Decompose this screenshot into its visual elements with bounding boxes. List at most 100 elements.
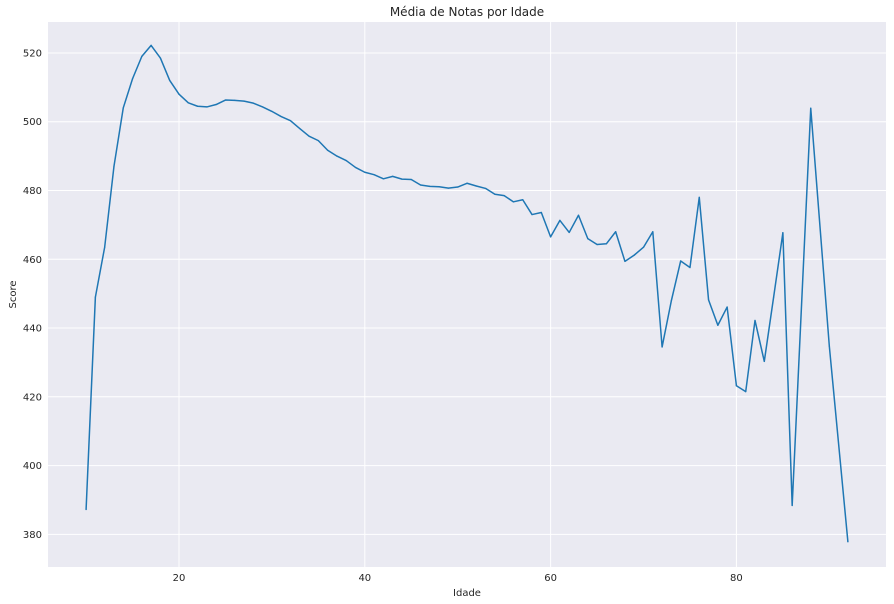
data-point [401, 178, 403, 180]
y-tick-label: 420 [23, 392, 42, 403]
data-point [577, 214, 580, 216]
data-point [234, 99, 236, 101]
data-point [141, 55, 143, 57]
data-point [568, 231, 570, 234]
data-point [289, 120, 292, 122]
data-point [113, 165, 115, 168]
data-point [187, 102, 189, 104]
data-point [698, 196, 700, 198]
data-point [94, 296, 96, 298]
data-point [317, 140, 319, 142]
data-point [457, 186, 459, 188]
data-point [271, 110, 273, 113]
data-point [707, 299, 710, 301]
tick-labels: 20 40 60 80 380 400 420 440 460 480 500 520 [23, 48, 743, 584]
data-point [503, 195, 505, 197]
data-point [559, 219, 561, 222]
data-point [661, 346, 663, 348]
data-point [596, 243, 598, 246]
data-point [206, 106, 208, 108]
data-point [364, 171, 366, 173]
data-point [419, 184, 422, 186]
data-point [215, 103, 217, 106]
y-tick-label: 400 [23, 461, 42, 472]
data-point [735, 385, 738, 387]
data-point [624, 260, 626, 262]
data-point [475, 185, 477, 187]
x-tick-label: 20 [173, 573, 186, 584]
data-point [828, 345, 830, 347]
data-point [122, 107, 124, 109]
grid [48, 22, 886, 567]
data-point [429, 185, 431, 187]
data-point [782, 232, 784, 234]
data-point [410, 178, 412, 181]
data-point [243, 100, 245, 102]
data-point [131, 78, 134, 80]
data-point [772, 296, 775, 299]
x-tick-label: 60 [544, 573, 557, 584]
data-point [540, 211, 542, 214]
y-tick-label: 500 [23, 117, 42, 128]
y-tick-label: 520 [23, 48, 42, 59]
data-point [652, 231, 654, 233]
data-point [345, 159, 347, 162]
data-point [392, 175, 394, 177]
y-tick-label: 380 [23, 530, 42, 541]
y-tick-label: 460 [23, 255, 42, 266]
data-point [169, 79, 171, 82]
data-point [308, 135, 310, 137]
y-tick-label: 480 [23, 186, 42, 197]
y-tick-label: 440 [23, 324, 42, 335]
data-point [336, 155, 338, 157]
data-point [159, 57, 162, 59]
data-point [196, 105, 199, 107]
data-point [354, 166, 357, 169]
data-point [178, 93, 180, 95]
data-point [150, 44, 152, 46]
data-point [605, 243, 607, 245]
data-point [680, 260, 682, 262]
data-point [447, 187, 450, 189]
data-point [373, 174, 375, 176]
data-point [633, 254, 635, 256]
data-point [587, 238, 589, 240]
data-point [745, 391, 747, 393]
data-point [522, 199, 524, 201]
data-point [466, 182, 468, 184]
data-point [791, 504, 793, 507]
x-tick-label: 40 [358, 573, 371, 584]
series-line [85, 44, 849, 542]
x-tick-label: 80 [730, 573, 743, 584]
data-point [615, 231, 617, 233]
data-point [670, 299, 672, 302]
data-point [224, 99, 227, 101]
data-point [382, 178, 384, 180]
data-point [531, 213, 533, 216]
data-point [689, 266, 691, 269]
plot-background [48, 22, 886, 567]
data-point [847, 541, 849, 543]
data-point [85, 508, 87, 511]
data-point [484, 187, 487, 190]
data-point [252, 102, 254, 104]
data-point [438, 186, 440, 188]
chart-title: Média de Notas por Idade [390, 5, 544, 19]
data-point [810, 107, 812, 109]
data-point [754, 319, 756, 322]
data-point [550, 236, 552, 238]
data-point [494, 193, 496, 195]
data-point [299, 127, 301, 130]
data-point [280, 115, 282, 118]
data-point [327, 149, 329, 151]
data-point [262, 106, 264, 108]
data-point [104, 246, 106, 248]
x-axis-label: Idade [453, 588, 481, 599]
y-axis-label: Score [8, 280, 19, 308]
data-point [642, 246, 645, 248]
series-layer [85, 44, 849, 543]
data-point [717, 324, 719, 326]
data-point [763, 360, 765, 362]
data-point [512, 201, 515, 203]
